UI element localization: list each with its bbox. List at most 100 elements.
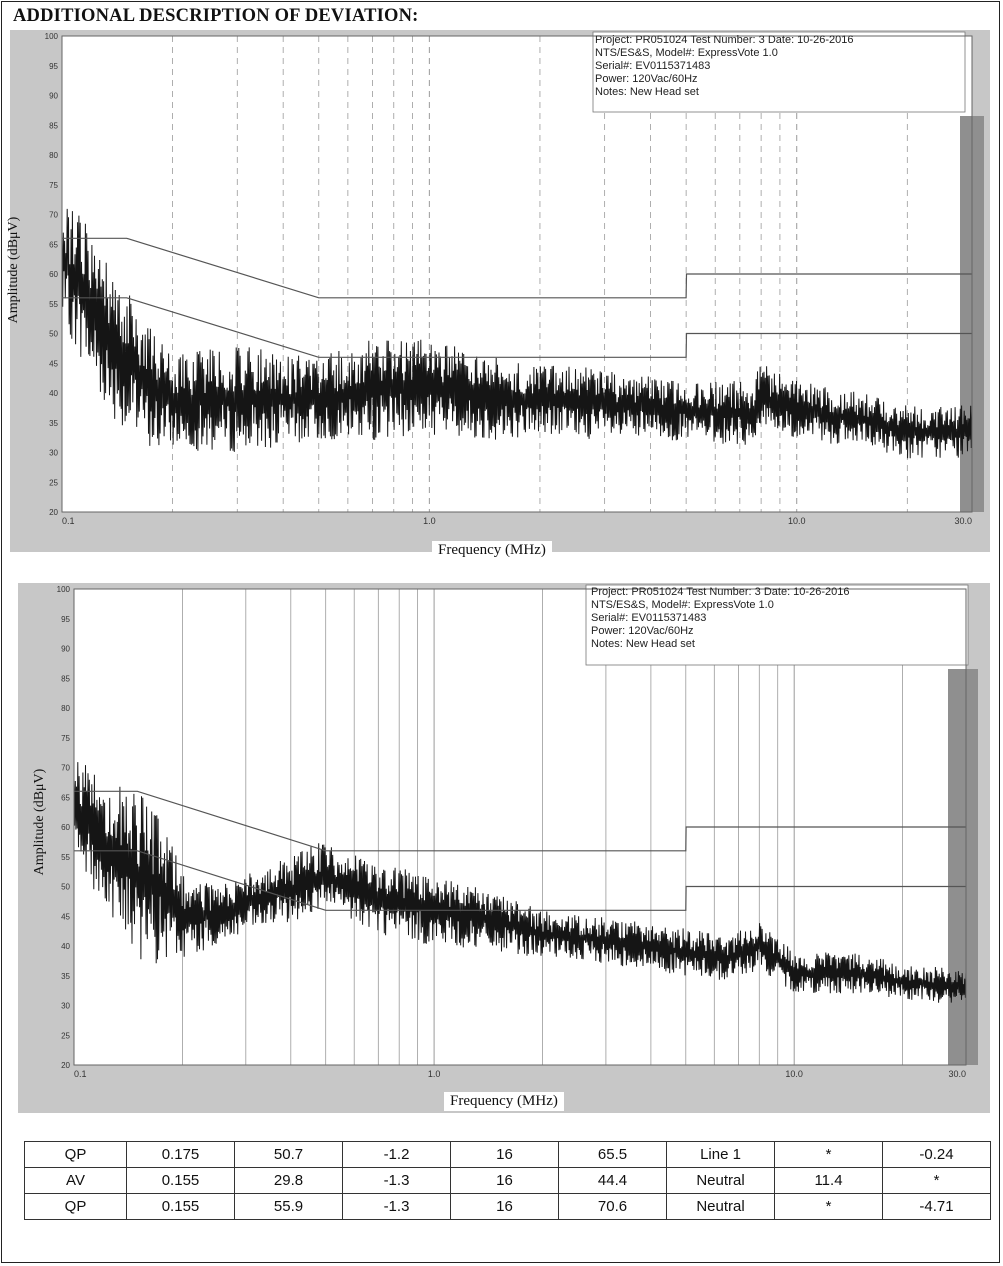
y-tick-label: 40 [61,942,70,951]
table-row: QP 0.155 55.9 -1.3 16 70.6 Neutral * -4.71 [24,1193,991,1220]
x-tick-label: 0.1 [74,1069,87,1079]
page-heading: ADDITIONAL DESCRIPTION OF DEVIATION: [13,6,419,26]
qp-limit-line [62,237,972,299]
y-tick-label: 45 [61,912,70,921]
chart-1-plot: 20 25 30 35 40 45 50 55 60 65 70 75 80 85 90 95 100 0.1 1.… [45,31,984,526]
y-tick-label: 70 [49,211,58,220]
scrollbar-strip [948,669,978,1065]
table-cell: 16 [450,1167,559,1194]
y-tick-label: 75 [49,181,58,190]
y-tick-label: 80 [49,151,58,160]
table-cell: 0.155 [126,1193,235,1220]
table-cell: -4.71 [882,1193,991,1220]
table-cell: * [774,1141,883,1168]
x-tick-label: 30.0 [954,516,972,526]
y-tick-label: 60 [49,270,58,279]
y-tick-label: 95 [61,615,70,624]
y-tick-label: 25 [49,478,58,487]
y-tick-label: 95 [49,62,58,71]
chart-1-y-axis-label: Amplitude (dBμV) [6,216,21,324]
chart-2-info-line-1: Project: PR051024 Test Number: 3 Date: 1… [591,586,850,598]
y-tick-label: 30 [61,1002,70,1011]
table-cell: 29.8 [234,1167,343,1194]
av-limit-line [62,297,972,358]
table-cell: * [882,1167,991,1194]
table-cell: 16 [450,1141,559,1168]
table-cell: 11.4 [774,1167,883,1194]
y-tick-label: 65 [61,793,70,802]
table-cell: QP [24,1141,127,1168]
y-tick-label: 100 [57,585,71,594]
y-tick-label: 35 [49,419,58,428]
x-tick-label: 1.0 [428,1069,441,1079]
x-tick-label: 10.0 [785,1069,803,1079]
chart-2-panel: 20 25 30 35 40 45 50 55 60 65 70 75 80 85 90 95 100 0.1 1.… [18,583,990,1113]
table-cell: 65.5 [558,1141,667,1168]
table-cell: Neutral [666,1167,775,1194]
table-cell: AV [24,1167,127,1194]
x-tick-label: 0.1 [62,516,75,526]
table-cell: 50.7 [234,1141,343,1168]
table-cell: 55.9 [234,1193,343,1220]
x-tick-label: 1.0 [423,516,436,526]
chart-2-info-line-3: Serial#: EV0115371483 [591,612,707,624]
table-cell: * [774,1193,883,1220]
y-tick-label: 25 [61,1031,70,1040]
y-tick-label: 90 [61,645,70,654]
y-tick-label: 65 [49,240,58,249]
y-tick-label: 55 [49,300,58,309]
y-tick-label: 40 [49,389,58,398]
y-tick-label: 30 [49,449,58,458]
table-cell: 44.4 [558,1167,667,1194]
chart-1-info-line-2: NTS/ES&S, Model#: ExpressVote 1.0 [595,47,778,59]
chart-2-y-axis-label: Amplitude (dBμV) [32,768,47,876]
chart-2-info-line-2: NTS/ES&S, Model#: ExpressVote 1.0 [591,599,774,611]
chart-1-info-line-1: Project: PR051024 Test Number: 3 Date: 1… [595,34,854,46]
chart-1-info-line-5: Notes: New Head set [595,86,699,98]
table-cell: Line 1 [666,1141,775,1168]
x-tick-label: 30.0 [948,1069,966,1079]
y-tick-label: 50 [61,883,70,892]
info-box [592,31,966,113]
y-tick-label: 75 [61,734,70,743]
chart-2-plot: 20 25 30 35 40 45 50 55 60 65 70 75 80 85 90 95 100 0.1 1.… [57,584,978,1079]
table-cell: 16 [450,1193,559,1220]
table-cell: 0.155 [126,1167,235,1194]
y-tick-label: 100 [45,32,59,41]
y-tick-label: 80 [61,704,70,713]
table-row: AV 0.155 29.8 -1.3 16 44.4 Neutral 11.4 * [24,1167,991,1194]
emission-trace [61,208,973,459]
table-cell: -1.2 [342,1141,451,1168]
chart-1-info-line-4: Power: 120Vac/60Hz [595,73,698,85]
y-tick-label: 55 [61,853,70,862]
qp-limit-line [74,790,966,852]
chart-2-info-line-5: Notes: New Head set [591,638,695,650]
y-tick-label: 20 [61,1061,70,1070]
plot-border [73,588,967,1066]
table-cell: Neutral [666,1193,775,1220]
table-row: QP 0.175 50.7 -1.2 16 65.5 Line 1 * -0.24 [24,1141,991,1168]
y-tick-label: 85 [61,674,70,683]
info-box [585,584,969,666]
table-cell: -1.3 [342,1193,451,1220]
chart-1-panel: 20 25 30 35 40 45 50 55 60 65 70 75 80 85 90 95 100 0.1 1.… [10,30,990,552]
table-cell: 70.6 [558,1193,667,1220]
table-cell: 0.175 [126,1141,235,1168]
y-tick-label: 50 [49,330,58,339]
x-tick-label: 10.0 [788,516,806,526]
table-cell: -1.3 [342,1167,451,1194]
av-limit-line [74,850,966,911]
y-tick-label: 85 [49,121,58,130]
chart-2-x-axis-label: Frequency (MHz) [444,1092,564,1111]
chart-2-info-line-4: Power: 120Vac/60Hz [591,625,694,637]
y-tick-label: 70 [61,764,70,773]
y-tick-label: 20 [49,508,58,517]
table-cell: QP [24,1193,127,1220]
y-tick-label: 90 [49,92,58,101]
chart-1-x-axis-label: Frequency (MHz) [432,541,552,560]
table-cell: -0.24 [882,1141,991,1168]
chart-1-info-line-3: Serial#: EV0115371483 [595,60,711,72]
y-tick-label: 35 [61,972,70,981]
y-tick-label: 45 [49,359,58,368]
